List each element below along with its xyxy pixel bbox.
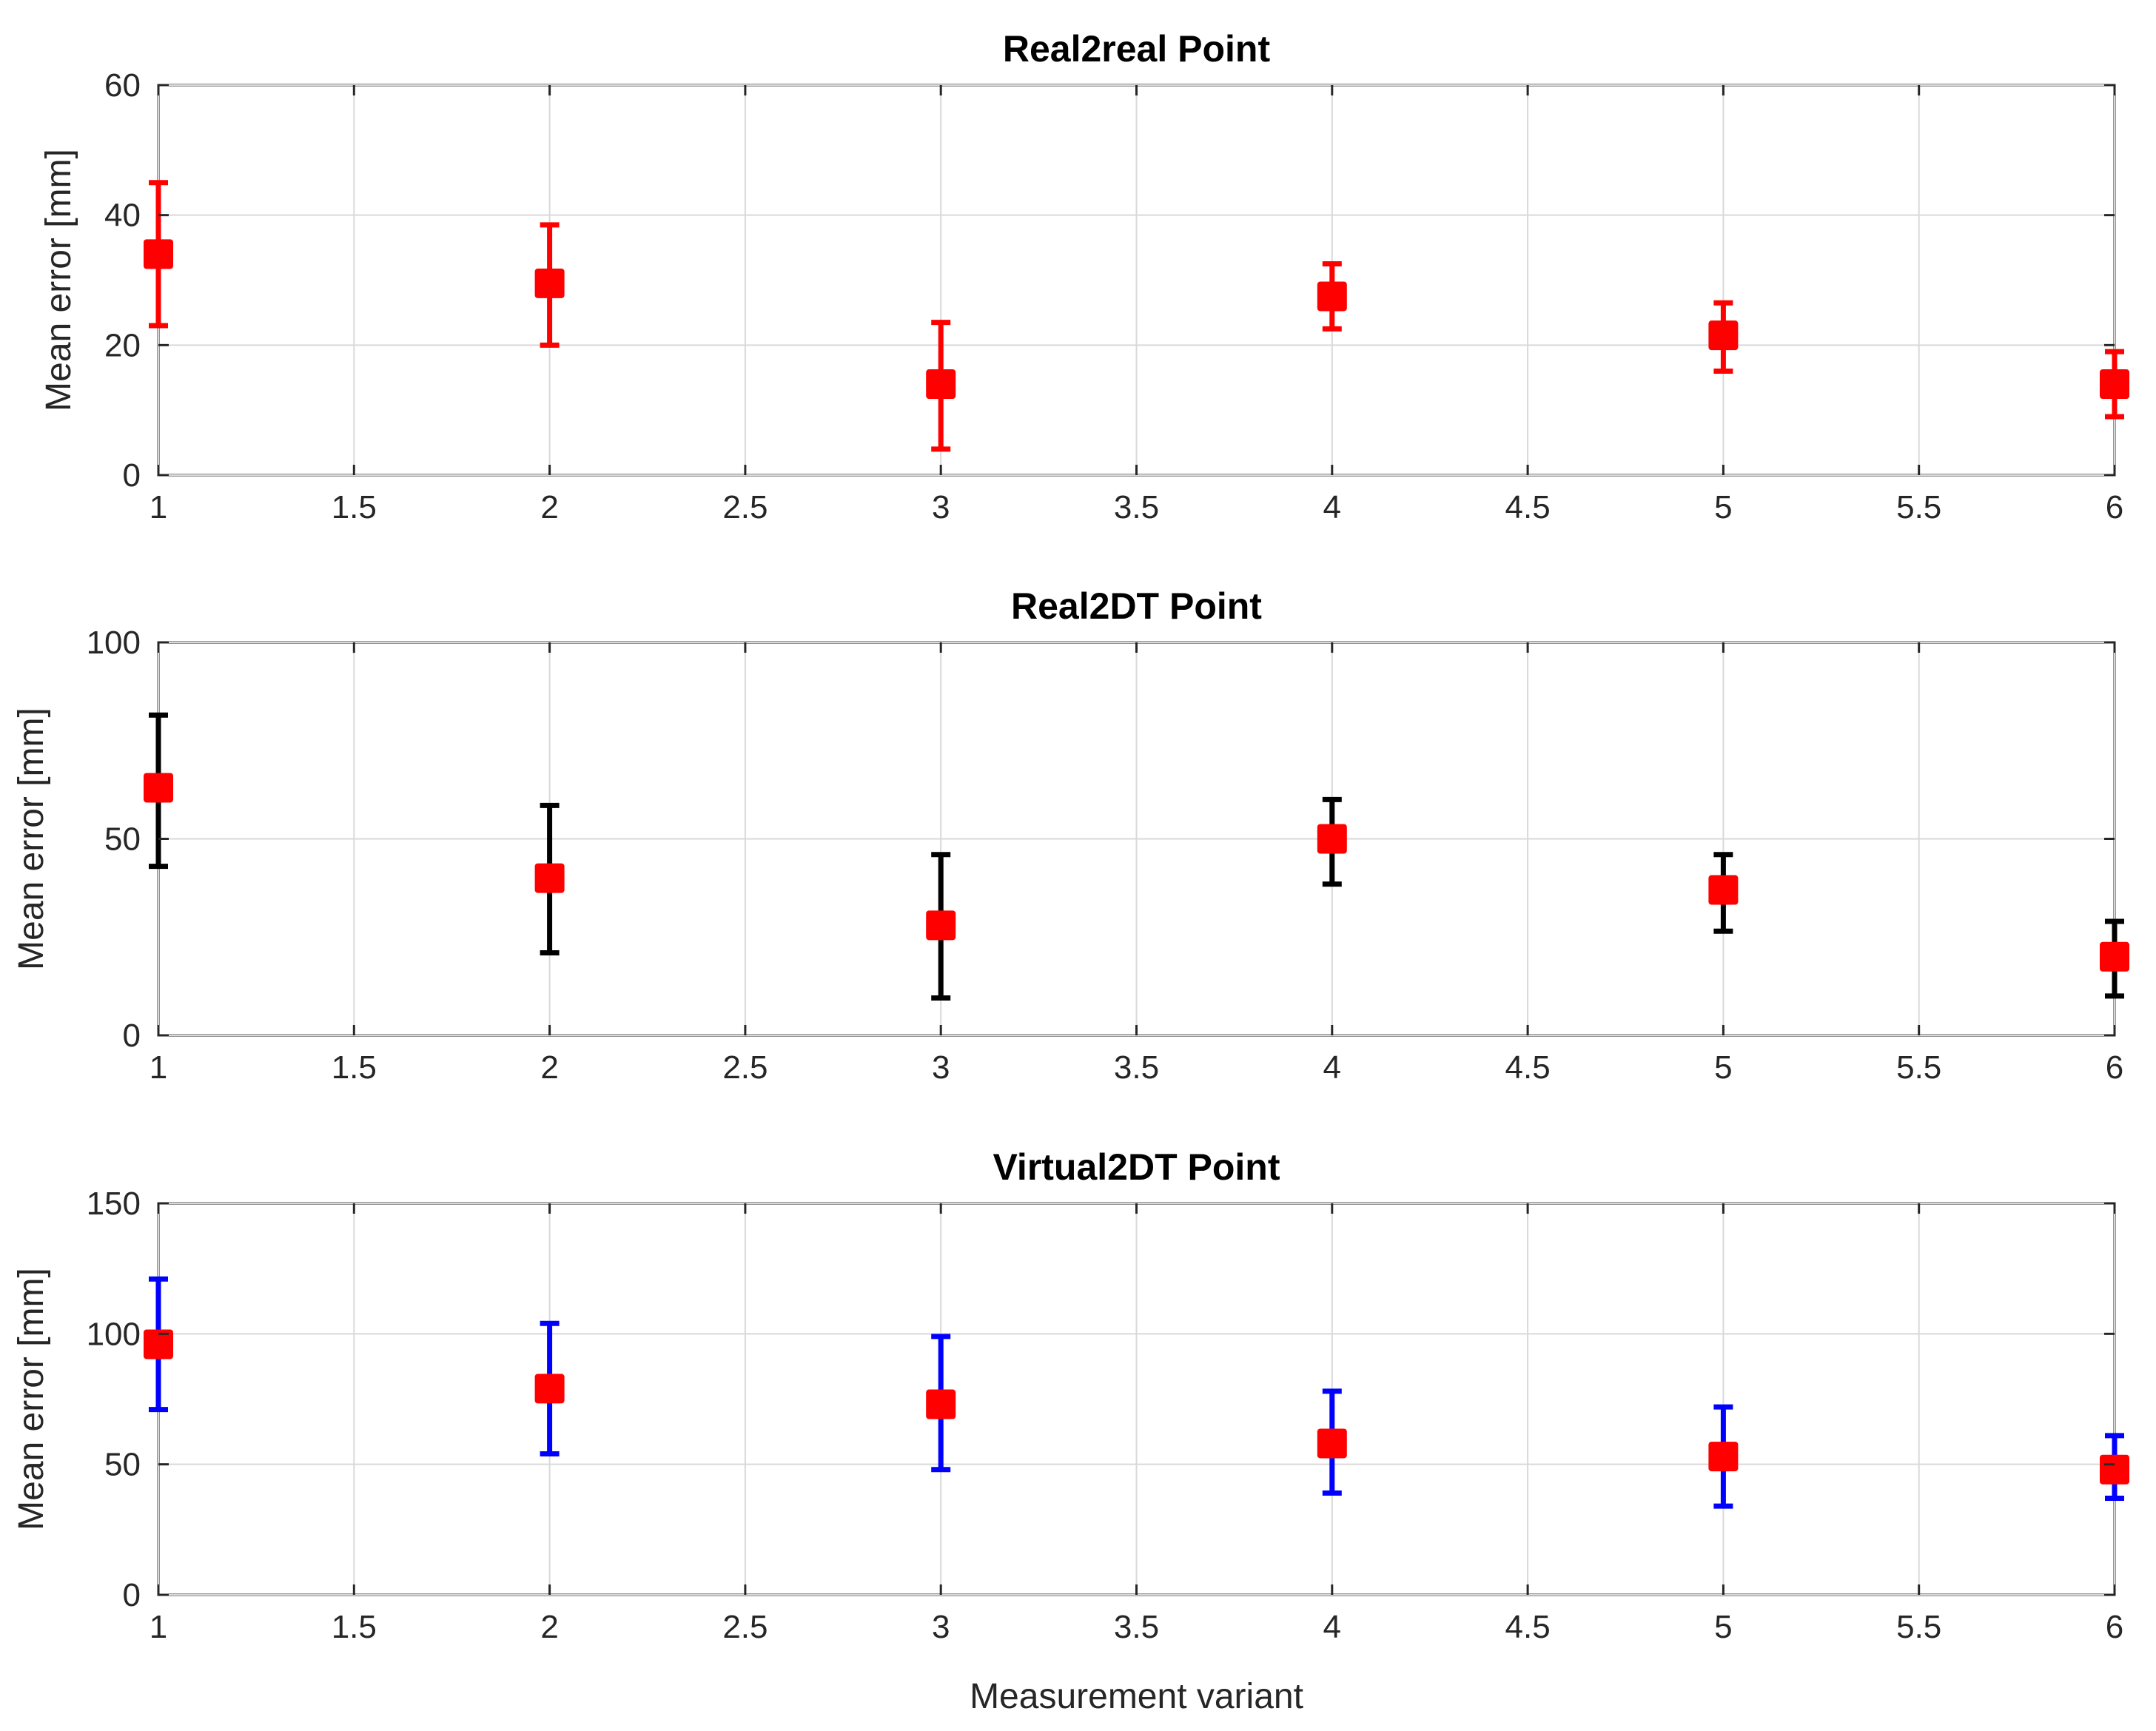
y-tick-label: 100 <box>87 625 141 661</box>
y-tick-label: 150 <box>87 1186 141 1222</box>
data-point <box>144 239 173 269</box>
chart-title: Real2DT Point <box>1011 585 1262 627</box>
data-markers <box>144 239 2129 400</box>
data-point <box>2100 1454 2129 1485</box>
data-point <box>534 268 565 298</box>
y-tick-label: 0 <box>123 457 141 494</box>
y-axis-label: Mean error [mm] <box>12 707 51 970</box>
y-tick-label: 60 <box>104 67 141 104</box>
x-tick-label: 5 <box>1714 489 1732 525</box>
x-tick-label: 5 <box>1714 1609 1732 1645</box>
data-point <box>1317 1428 1347 1459</box>
x-tick-label: 4.5 <box>1505 489 1551 525</box>
x-tick-label: 4 <box>1323 489 1341 525</box>
x-tick-label: 3.5 <box>1114 1049 1159 1086</box>
data-point <box>926 1389 956 1419</box>
x-tick-label: 2 <box>540 1609 558 1645</box>
x-tick-label: 4.5 <box>1505 1609 1551 1645</box>
x-tick-label: 4 <box>1323 1049 1341 1086</box>
x-tick-label: 1.5 <box>332 1049 377 1086</box>
x-tick-label: 1.5 <box>332 489 377 525</box>
data-point <box>926 369 956 400</box>
x-tick-label: 5.5 <box>1896 1609 1941 1645</box>
chart-title: Real2real Point <box>1003 28 1271 70</box>
x-tick-label: 2.5 <box>722 1609 768 1645</box>
data-markers <box>144 1329 2129 1485</box>
x-tick-label: 1 <box>150 489 167 525</box>
data-point <box>144 773 173 803</box>
y-tick-label: 20 <box>104 327 141 363</box>
y-axis-label: Mean error [mm] <box>39 149 78 411</box>
x-tick-label: 6 <box>2106 1049 2123 1086</box>
data-point <box>1708 320 1739 351</box>
subplot-real2dt: 1 1.5 2 2.5 3 3.5 4 4.5 5 5.5 6 0 50 100 Real2DT Poin… <box>12 585 2129 1086</box>
x-tick-label: 6 <box>2106 1609 2123 1645</box>
x-tick-label: 4.5 <box>1505 1049 1551 1086</box>
y-tick-label: 50 <box>104 821 141 858</box>
x-tick-label: 3.5 <box>1114 1609 1159 1645</box>
data-point <box>1708 1442 1739 1472</box>
data-markers <box>144 773 2129 972</box>
x-tick-label: 4 <box>1323 1609 1341 1645</box>
y-tick-label: 40 <box>104 198 141 234</box>
y-tick-label: 0 <box>123 1577 141 1613</box>
x-tick-label: 5.5 <box>1896 489 1941 525</box>
data-point <box>1317 281 1347 312</box>
x-axis-label: Measurement variant <box>970 1677 1303 1716</box>
data-point <box>144 1329 173 1359</box>
x-tick-label: 3 <box>932 489 950 525</box>
data-point <box>534 863 565 893</box>
y-tick-label: 50 <box>104 1447 141 1483</box>
subplot-virtual2dt: 1 1.5 2 2.5 3 3.5 4 4.5 5 5.5 6 0 50 100 150 Virtual2D… <box>12 1146 2129 1716</box>
data-point <box>534 1374 565 1404</box>
data-point <box>2100 941 2129 972</box>
tick-labels: 1 1.5 2 2.5 3 3.5 4 4.5 5 5.5 6 0 50 100 150 <box>87 1186 2124 1645</box>
x-tick-label: 2.5 <box>722 1049 768 1086</box>
x-tick-label: 1.5 <box>332 1609 377 1645</box>
data-point <box>1317 824 1347 854</box>
data-point <box>1708 875 1739 905</box>
x-tick-label: 1 <box>150 1609 167 1645</box>
x-tick-label: 2 <box>540 489 558 525</box>
chart-title: Virtual2DT Point <box>993 1146 1280 1188</box>
y-tick-label: 0 <box>123 1018 141 1054</box>
data-point <box>926 910 956 941</box>
x-tick-label: 6 <box>2106 489 2123 525</box>
x-tick-label: 5 <box>1714 1049 1732 1086</box>
tick-labels: 1 1.5 2 2.5 3 3.5 4 4.5 5 5.5 6 0 50 100 <box>87 625 2124 1086</box>
x-tick-label: 2.5 <box>722 489 768 525</box>
data-point <box>2100 369 2129 400</box>
x-tick-label: 5.5 <box>1896 1049 1941 1086</box>
x-tick-label: 1 <box>150 1049 167 1086</box>
x-tick-label: 3.5 <box>1114 489 1159 525</box>
y-tick-label: 100 <box>87 1316 141 1352</box>
x-tick-label: 2 <box>540 1049 558 1086</box>
y-axis-label: Mean error [mm] <box>12 1268 51 1530</box>
x-tick-label: 3 <box>932 1049 950 1086</box>
x-tick-label: 3 <box>932 1609 950 1645</box>
